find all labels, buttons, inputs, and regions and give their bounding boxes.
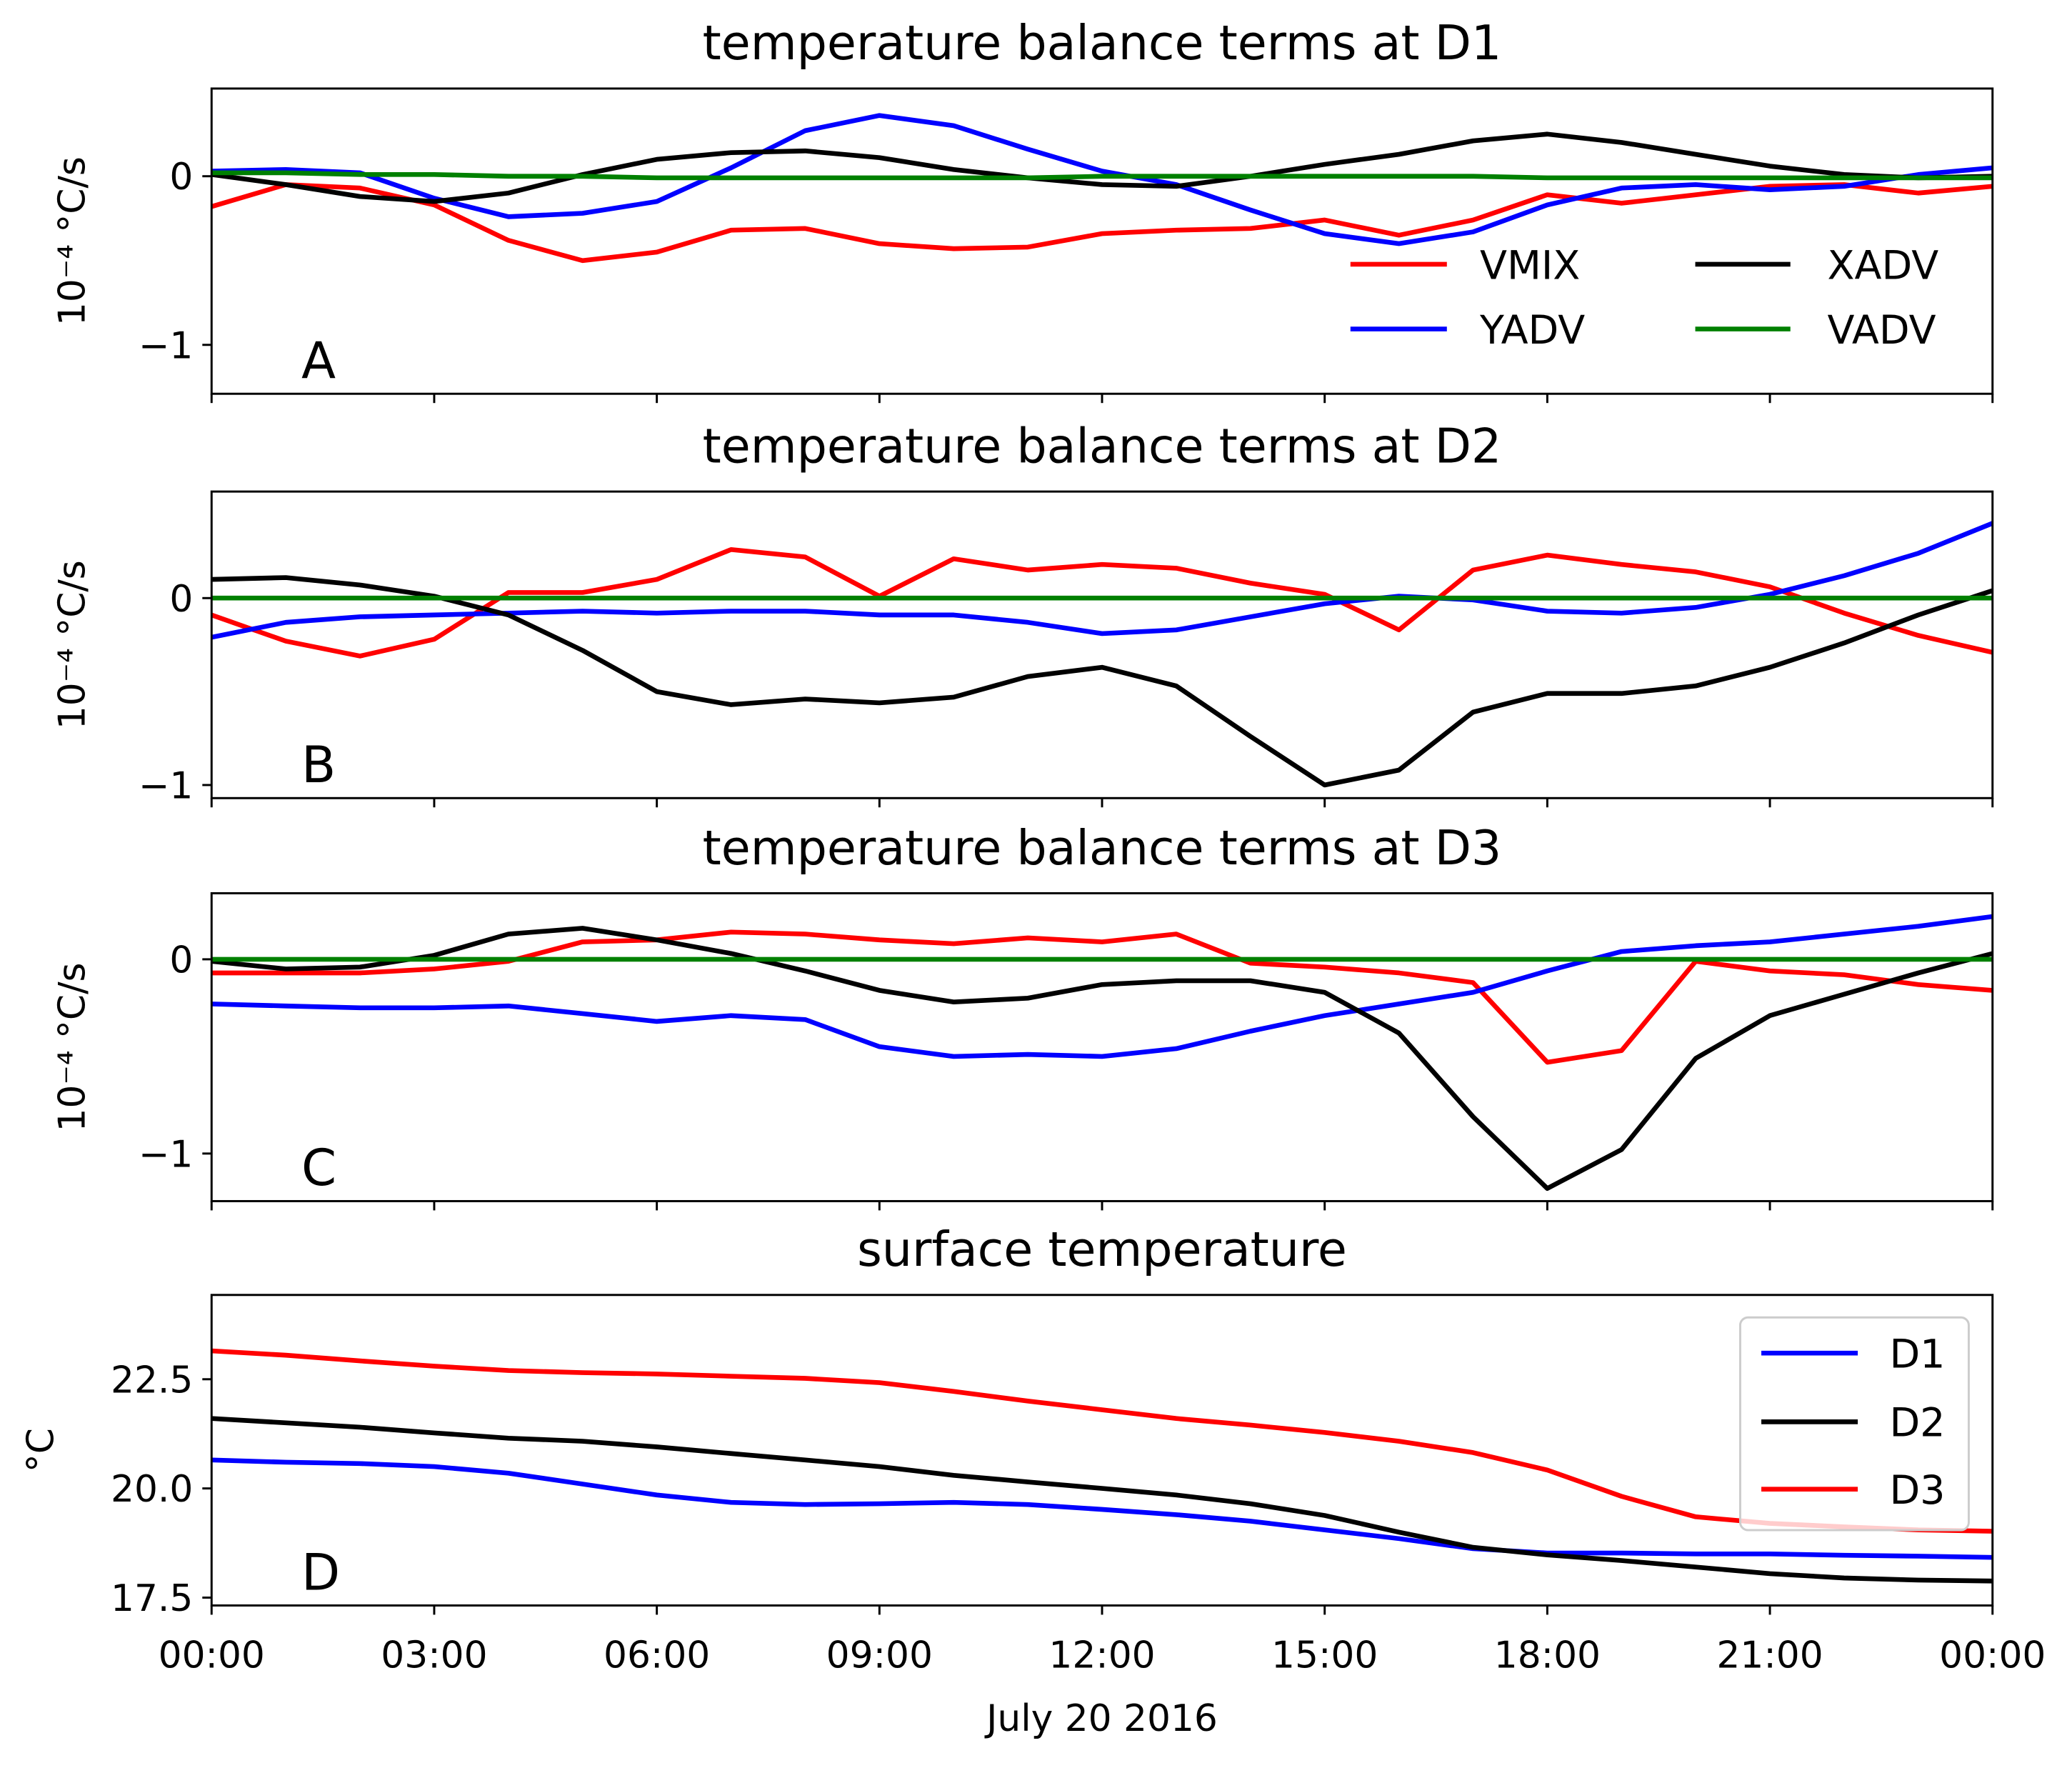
ytick-label: 17.5 <box>111 1577 193 1620</box>
xtick-label: 12:00 <box>1048 1634 1155 1677</box>
series-line-yadv <box>211 914 1993 1059</box>
series-line-yadv <box>211 113 1993 246</box>
legend: D1 D2 D3 <box>1738 1316 1970 1532</box>
axes-frame <box>210 87 1994 395</box>
legend-label-vadv: VADV <box>1828 307 1936 354</box>
legend: VMIX YADV XADV VADV <box>1350 242 1939 354</box>
panel-letter: D <box>301 1543 340 1602</box>
ytick-label: −1 <box>139 324 193 367</box>
plot-area <box>211 521 1993 788</box>
ytick-label: 0 <box>169 939 193 982</box>
legend-label-vmix: VMIX <box>1480 242 1580 289</box>
ytick-label: 0 <box>169 578 193 621</box>
series-line-d3 <box>211 1348 1993 1534</box>
y-axis-label: 10⁻⁴ °C/s <box>51 156 94 326</box>
y-axis-label: °C <box>19 1428 62 1472</box>
panel-a: 0 −1 temperature balance terms at D1 10⁻⁴ °… <box>51 15 1994 404</box>
ytick-label: −1 <box>139 1133 193 1176</box>
plot-area <box>211 113 1993 264</box>
plot-area <box>211 1348 1993 1584</box>
panel-b: 0 −1 temperature balance terms at D2 10⁻⁴ °… <box>51 418 1994 807</box>
xtick-label: 00:00 <box>159 1634 265 1677</box>
series-line-vmix <box>211 182 1993 264</box>
ytick-label: −1 <box>139 764 193 807</box>
legend-label-xadv: XADV <box>1828 242 1939 289</box>
xtick-label: 18:00 <box>1494 1634 1601 1677</box>
plot-area <box>211 914 1993 1192</box>
panel-title: temperature balance terms at D1 <box>703 15 1502 71</box>
series-line-xadv <box>211 131 1993 204</box>
xtick-label: 15:00 <box>1271 1634 1378 1677</box>
x-axis-label: July 20 2016 <box>984 1697 1218 1740</box>
legend-label-d3: D3 <box>1889 1467 1945 1514</box>
panel-title: surface temperature <box>857 1222 1347 1277</box>
ytick-label: 22.5 <box>111 1359 193 1402</box>
panel-letter: C <box>301 1139 336 1197</box>
panel-letter: B <box>301 736 336 794</box>
panel-title: temperature balance terms at D3 <box>703 820 1502 876</box>
legend-label-d1: D1 <box>1889 1332 1945 1378</box>
series-line-xadv <box>211 575 1993 788</box>
series-line-d2 <box>211 1416 1993 1584</box>
ytick-label: 20.0 <box>111 1468 193 1511</box>
xtick-label: 00:00 <box>1939 1634 2046 1677</box>
panel-d: 17.5 20.0 22.5 00:00 03:00 06:00 09:00 12:00 15:… <box>19 1222 2046 1740</box>
panel-title: temperature balance terms at D2 <box>703 418 1502 474</box>
axes-background <box>211 88 1993 394</box>
axes-background <box>211 491 1993 799</box>
panel-letter: A <box>301 331 336 390</box>
xtick-label: 06:00 <box>604 1634 710 1677</box>
axes-background <box>211 893 1993 1202</box>
legend-label-yadv: YADV <box>1479 307 1585 354</box>
series-line-vadv <box>211 170 1993 181</box>
ytick-label: 0 <box>169 156 193 199</box>
y-axis-label: 10⁻⁴ °C/s <box>51 560 94 729</box>
axes-background <box>211 1294 1993 1606</box>
xtick-label: 21:00 <box>1716 1634 1823 1677</box>
series-line-d1 <box>211 1457 1993 1560</box>
series-line-vmix <box>211 546 1993 659</box>
xtick-label: 09:00 <box>826 1634 933 1677</box>
series-line-xadv <box>211 926 1993 1192</box>
xtick-label: 03:00 <box>381 1634 487 1677</box>
panel-c: 0 −1 temperature balance terms at D3 10⁻⁴ °… <box>51 820 1994 1211</box>
legend-label-d2: D2 <box>1889 1400 1945 1447</box>
y-axis-label: 10⁻⁴ °C/s <box>51 962 94 1132</box>
